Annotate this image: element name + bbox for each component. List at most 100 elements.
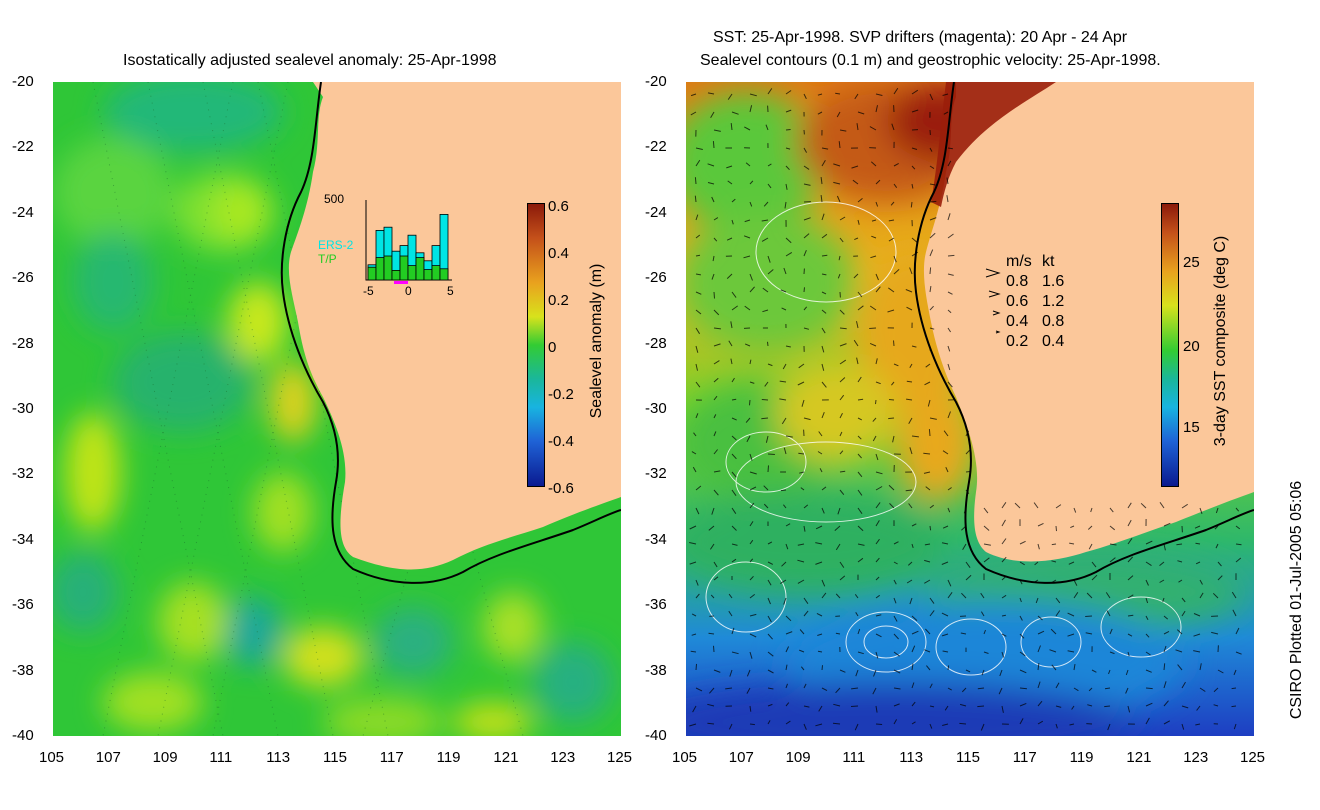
velocity-arrow <box>1070 525 1075 529</box>
velocity-arrow <box>839 394 845 401</box>
velocity-arrow <box>785 183 788 190</box>
inset-bar-tp <box>391 270 401 281</box>
velocity-arrow <box>1091 669 1097 673</box>
velocity-arrow <box>893 255 897 263</box>
left-lon-tick: 115 <box>323 749 347 766</box>
velocity-arrow <box>839 669 846 673</box>
velocity-arrow <box>875 105 878 113</box>
velocity-arrow <box>835 687 841 694</box>
sealevel-colorbar <box>527 203 545 487</box>
velocity-arrow <box>692 466 697 473</box>
velocity-arrow <box>1050 628 1057 635</box>
velocity-arrow <box>907 561 913 566</box>
velocity-arrow <box>689 542 697 545</box>
right-lat-tick: -26 <box>645 269 667 287</box>
velocity-arrow <box>784 201 787 209</box>
velocity-arrow <box>923 471 931 474</box>
velocity-arrow <box>731 543 738 546</box>
velocity-arrow <box>1145 669 1152 673</box>
velocity-arrow <box>1199 663 1202 671</box>
velocity-arrow <box>909 363 913 368</box>
velocity-arrow <box>695 579 699 586</box>
velocity-arrow <box>1163 522 1171 527</box>
velocity-arrow <box>762 309 769 313</box>
velocity-arrow <box>746 687 751 694</box>
velocity-arrow <box>803 417 811 421</box>
velocity-arrow <box>911 109 919 113</box>
velocity-arrow <box>785 523 791 527</box>
velocity-arrow <box>713 576 719 581</box>
velocity-arrow <box>857 507 863 514</box>
velocity-arrow <box>1091 574 1098 581</box>
velocity-arrow <box>749 471 757 475</box>
velocity-arrow <box>1178 579 1183 583</box>
left-lat-tick: -30 <box>12 400 34 417</box>
velocity-arrow <box>946 195 949 203</box>
velocity-arrow <box>1199 592 1204 599</box>
velocity-arrow <box>1001 519 1006 527</box>
velocity-arrow <box>763 503 769 509</box>
velocity-arrow <box>965 471 971 473</box>
velocity-arrow <box>947 687 952 691</box>
velocity-arrow <box>1127 705 1131 713</box>
velocity-arrow <box>893 703 900 707</box>
velocity-arrow <box>893 719 898 725</box>
velocity-arrow <box>911 89 919 95</box>
velocity-arrow <box>929 183 936 186</box>
sst-colorbar-tick: 25 <box>1183 254 1200 271</box>
velocity-arrow <box>731 651 739 655</box>
right-lon-tick: 113 <box>899 749 924 766</box>
velocity-arrow <box>767 561 774 565</box>
velocity-arrow <box>869 305 877 311</box>
velocity-arrow <box>872 417 877 422</box>
velocity-arrow <box>695 687 703 692</box>
velocity-arrow <box>749 575 754 581</box>
velocity-arrow <box>707 163 715 167</box>
velocity-arrow <box>749 105 753 113</box>
velocity-arrow <box>761 219 769 222</box>
velocity-arrow <box>781 307 787 311</box>
velocity-arrow <box>1019 597 1022 603</box>
velocity-arrow <box>713 395 718 401</box>
right-lat-tick: -22 <box>645 138 667 156</box>
velocity-arrow <box>1235 507 1240 512</box>
velocity-arrow <box>767 579 772 586</box>
velocity-arrow <box>1067 633 1075 637</box>
velocity-arrow <box>713 561 718 568</box>
velocity-arrow <box>690 650 697 653</box>
velocity-arrow <box>1214 525 1219 530</box>
velocity-arrow <box>965 430 970 437</box>
velocity-arrow <box>749 651 753 659</box>
velocity-arrow <box>821 592 827 599</box>
velocity-arrow <box>947 381 953 388</box>
velocity-arrow <box>803 327 810 330</box>
velocity-arrow <box>925 363 931 368</box>
velocity-row-4-kt: 0.4 <box>1042 333 1065 350</box>
velocity-arrow <box>1212 592 1219 599</box>
velocity-arrow <box>695 363 698 371</box>
velocity-arrow <box>746 435 751 443</box>
velocity-arrow <box>839 237 844 243</box>
velocity-arrow <box>800 487 805 491</box>
velocity-arrow <box>856 357 859 365</box>
velocity-arrow <box>965 449 970 455</box>
velocity-arrow <box>713 217 719 221</box>
velocity-arrow <box>1019 615 1023 621</box>
velocity-arrow <box>749 633 757 638</box>
inset-bar-tp <box>439 268 449 281</box>
velocity-arrow <box>929 165 935 170</box>
right-lon-tick: 107 <box>728 749 754 766</box>
velocity-arrow <box>983 651 989 654</box>
velocity-arrow <box>839 412 843 419</box>
velocity-arrow <box>835 92 841 95</box>
velocity-arrow <box>908 417 913 424</box>
velocity-arrow <box>816 612 823 617</box>
velocity-arrow <box>911 663 914 671</box>
inset-xtick-1: -5 <box>363 284 374 298</box>
left-lon-tick: 109 <box>152 749 178 766</box>
right-lat-tick: -40 <box>645 727 667 744</box>
velocity-arrow <box>821 273 827 276</box>
velocity-arrow <box>709 687 715 694</box>
velocity-arrow <box>711 507 715 515</box>
velocity-arrow <box>998 687 1003 695</box>
